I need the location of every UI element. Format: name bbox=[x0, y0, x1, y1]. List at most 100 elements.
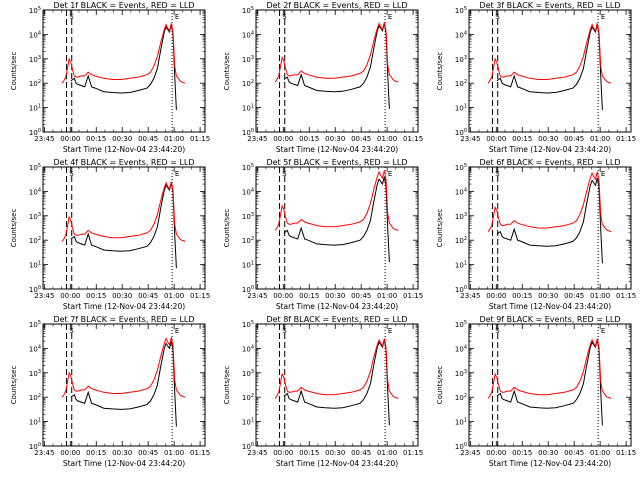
x-tick-label: 00:15 bbox=[299, 292, 319, 300]
plot-frame bbox=[42, 9, 206, 133]
x-tick-label: 23:45 bbox=[247, 292, 267, 300]
x-tick-label: 00:45 bbox=[351, 292, 371, 300]
y-tick-label: 101 bbox=[242, 418, 254, 427]
x-tick-label: 00:45 bbox=[351, 449, 371, 457]
y-tick-label: 102 bbox=[242, 393, 254, 402]
series-line-events bbox=[283, 339, 390, 426]
y-tick-label: 105 bbox=[455, 6, 467, 15]
x-tick-label: 23:45 bbox=[34, 135, 54, 143]
x-tick-label: 00:00 bbox=[273, 135, 293, 143]
x-tick-label: 23:45 bbox=[460, 135, 480, 143]
series-line-events bbox=[496, 177, 603, 264]
x-tick-label: 01:15 bbox=[616, 292, 636, 300]
y-tick-label: 102 bbox=[29, 393, 41, 402]
y-tick-label: 103 bbox=[242, 55, 254, 64]
start-flag: S bbox=[495, 13, 500, 21]
series-line-lld bbox=[487, 23, 612, 84]
x-tick-label: 23:45 bbox=[460, 449, 480, 457]
y-tick-label: 100 bbox=[242, 128, 254, 137]
x-tick-label: 00:00 bbox=[273, 449, 293, 457]
x-tick-label: 00:30 bbox=[325, 449, 345, 457]
y-tick-label: 102 bbox=[242, 79, 254, 88]
y-tick-label: 101 bbox=[242, 261, 254, 270]
plot-frame bbox=[255, 9, 419, 133]
plot-frame bbox=[468, 323, 632, 447]
end-flag: E bbox=[175, 13, 179, 21]
x-tick-label: 01:15 bbox=[403, 135, 423, 143]
y-tick-label: 101 bbox=[455, 261, 467, 270]
x-tick-label: 00:00 bbox=[486, 449, 506, 457]
x-tick-label: 00:15 bbox=[512, 292, 532, 300]
y-tick-label: 104 bbox=[242, 187, 254, 196]
x-axis-label: Start Time (12-Nov-04 23:44:20) bbox=[489, 145, 611, 154]
panel-det-7: Det 7f BLACK = Events, RED = LLD Counts/s… bbox=[10, 315, 210, 468]
y-tick-label: 102 bbox=[29, 79, 41, 88]
x-tick-label: 01:15 bbox=[190, 292, 210, 300]
start-flag: S bbox=[495, 327, 500, 335]
x-tick-label: 01:00 bbox=[164, 135, 184, 143]
y-tick-label: 105 bbox=[242, 6, 254, 15]
y-tick-label: 104 bbox=[29, 30, 41, 39]
y-axis-label: Counts/sec bbox=[223, 52, 231, 91]
y-tick-label: 104 bbox=[455, 344, 467, 353]
y-tick-label: 103 bbox=[29, 55, 41, 64]
panel-det-6: Det 6f BLACK = Events, RED = LLD Counts/s… bbox=[436, 158, 636, 311]
x-tick-label: 23:45 bbox=[460, 292, 480, 300]
start-flag: S bbox=[282, 13, 287, 21]
y-tick-label: 105 bbox=[455, 163, 467, 172]
plot-frame bbox=[42, 323, 206, 447]
x-tick-label: 00:45 bbox=[564, 135, 584, 143]
y-tick-label: 104 bbox=[29, 344, 41, 353]
x-tick-label: 00:30 bbox=[538, 135, 558, 143]
panel-det-9: Det 9f BLACK = Events, RED = LLD Counts/s… bbox=[436, 315, 636, 468]
x-tick-label: 01:15 bbox=[403, 292, 423, 300]
x-tick-label: 00:30 bbox=[325, 135, 345, 143]
series-line-lld bbox=[274, 338, 399, 399]
x-axis-label: Start Time (12-Nov-04 23:44:20) bbox=[489, 459, 611, 468]
end-flag: E bbox=[601, 170, 605, 178]
series-line-events bbox=[70, 24, 177, 111]
panel-title: Det 6f BLACK = Events, RED = LLD bbox=[479, 158, 620, 167]
y-tick-label: 101 bbox=[455, 104, 467, 113]
x-tick-label: 01:15 bbox=[403, 449, 423, 457]
x-axis-label: Start Time (12-Nov-04 23:44:20) bbox=[489, 302, 611, 311]
y-axis-label: Counts/sec bbox=[10, 209, 18, 248]
panel-title: Det 1f BLACK = Events, RED = LLD bbox=[53, 1, 194, 10]
y-tick-label: 105 bbox=[29, 320, 41, 329]
x-tick-label: 00:00 bbox=[486, 135, 506, 143]
start-flag: S bbox=[69, 13, 74, 21]
y-axis-label: Counts/sec bbox=[436, 366, 444, 405]
series-line-lld bbox=[61, 337, 186, 398]
panel-det-3: Det 3f BLACK = Events, RED = LLD Counts/s… bbox=[436, 1, 636, 154]
x-tick-label: 01:15 bbox=[190, 135, 210, 143]
panel-title: Det 2f BLACK = Events, RED = LLD bbox=[266, 1, 407, 10]
y-axis-label: Counts/sec bbox=[436, 209, 444, 248]
y-tick-label: 102 bbox=[455, 79, 467, 88]
y-tick-label: 103 bbox=[455, 369, 467, 378]
x-tick-label: 00:15 bbox=[86, 449, 106, 457]
y-tick-label: 100 bbox=[455, 128, 467, 137]
x-tick-label: 01:00 bbox=[377, 292, 397, 300]
y-tick-label: 104 bbox=[455, 30, 467, 39]
y-tick-label: 101 bbox=[455, 418, 467, 427]
panel-title: Det 5f BLACK = Events, RED = LLD bbox=[266, 158, 407, 167]
x-tick-label: 00:15 bbox=[512, 449, 532, 457]
y-tick-label: 103 bbox=[455, 212, 467, 221]
series-line-lld bbox=[274, 170, 399, 231]
plot-frame bbox=[255, 166, 419, 290]
start-flag: S bbox=[69, 170, 74, 178]
end-flag: E bbox=[388, 170, 392, 178]
x-tick-label: 00:30 bbox=[538, 292, 558, 300]
x-tick-label: 23:45 bbox=[34, 292, 54, 300]
x-tick-label: 23:45 bbox=[34, 449, 54, 457]
y-tick-label: 101 bbox=[242, 104, 254, 113]
y-tick-label: 104 bbox=[242, 30, 254, 39]
y-tick-label: 100 bbox=[455, 442, 467, 451]
x-tick-label: 00:00 bbox=[486, 292, 506, 300]
y-tick-label: 102 bbox=[455, 236, 467, 245]
start-flag: S bbox=[495, 170, 500, 178]
y-axis-label: Counts/sec bbox=[223, 366, 231, 405]
x-tick-label: 01:00 bbox=[377, 135, 397, 143]
y-axis-label: Counts/sec bbox=[10, 366, 18, 405]
